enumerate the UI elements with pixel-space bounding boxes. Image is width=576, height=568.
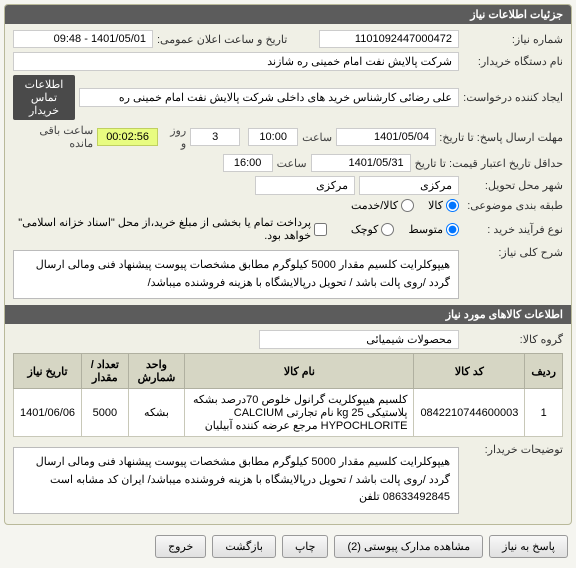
org-value: شرکت پالایش نفت امام خمینی ره شازند [13, 52, 459, 71]
hdr-unit: واحد شمارش [128, 354, 185, 389]
hdr-date: تاریخ نیاز [14, 354, 82, 389]
answer-button[interactable]: پاسخ به نیاز [489, 535, 568, 558]
hdr-idx: ردیف [525, 354, 563, 389]
days-remaining-value: 3 [190, 128, 240, 146]
roz-va-text: روز و [162, 124, 186, 150]
bp-mid-label: متوسط [408, 223, 443, 236]
cell-code: 0842210744600003 [414, 389, 525, 437]
deliver-city-2: مرکزی [255, 176, 355, 195]
bp-small-radio[interactable]: کوچک [351, 223, 395, 236]
overview-label: شرح کلی نیاز: [463, 246, 563, 259]
group-value: محصولات شیمیائی [259, 330, 459, 349]
validity-label: حداقل تاریخ اعتبار قیمت: تا تاریخ [415, 157, 563, 170]
table-row: 1 0842210744600003 کلسیم هیپوکلریت گرانو… [14, 389, 563, 437]
group-label: گروه کالا: [463, 333, 563, 346]
classify-label: طبقه بندی موضوعی: [463, 199, 563, 212]
validity-date-value: 1401/05/31 [311, 154, 411, 172]
deliver-city-label: شهر محل تحویل: [463, 179, 563, 192]
buy-process-label: نوع فرآیند خرید : [463, 223, 563, 236]
bp-small-input[interactable] [381, 223, 394, 236]
bp-mid-radio[interactable]: متوسط [408, 223, 459, 236]
deadline-label: مهلت ارسال پاسخ: تا تاریخ: [440, 131, 563, 144]
saat-label-2: ساعت [277, 157, 307, 170]
treasury-checkbox-input[interactable] [314, 223, 327, 236]
saat-label-1: ساعت [302, 131, 332, 144]
cell-qty: 5000 [82, 389, 129, 437]
buyer-notes-text: هیپوکلرایت کلسیم مقدار 5000 کیلوگرم مطاب… [13, 447, 459, 514]
cell-date: 1401/06/06 [14, 389, 82, 437]
class-goods-label: کالا [428, 199, 443, 212]
class-goods-input[interactable] [446, 199, 459, 212]
bp-small-label: کوچک [351, 223, 379, 236]
cell-name: کلسیم هیپوکلریت گرانول خلوص 70درصد بشکه … [185, 389, 414, 437]
org-label: نام دستگاه خریدار: [463, 55, 563, 68]
close-button[interactable]: خروج [155, 535, 206, 558]
countdown-timer: 00:02:56 [97, 128, 158, 146]
need-no-value: 1101092447000472 [319, 30, 459, 48]
treasury-checkbox[interactable]: پرداخت تمام یا بخشی از مبلغ خرید،از محل … [13, 216, 327, 242]
print-button[interactable]: چاپ [282, 535, 329, 558]
class-goods-radio[interactable]: کالا [428, 199, 459, 212]
classify-radio-group: کالا کالا/خدمت [351, 199, 459, 212]
treasury-note: پرداخت تمام یا بخشی از مبلغ خرید،از محل … [13, 216, 311, 242]
announce-value: 1401/05/01 - 09:48 [13, 30, 153, 48]
buy-process-radio-group: متوسط کوچک [351, 223, 459, 236]
cell-idx: 1 [525, 389, 563, 437]
hdr-name: نام کالا [185, 354, 414, 389]
goods-info-title: اطلاعات کالاهای مورد نیاز [5, 305, 571, 324]
validity-time-value: 16:00 [223, 154, 273, 172]
deadline-date-value: 1401/05/04 [336, 128, 436, 146]
view-docs-button[interactable]: مشاهده مدارک پیوستی (2) [334, 535, 483, 558]
requester-value: علی رضائی کارشناس خرید های داخلی شرکت پا… [79, 88, 459, 107]
deadline-time-value: 10:00 [248, 128, 298, 146]
announce-label: تاریخ و ساعت اعلان عمومی: [157, 33, 287, 46]
deliver-city-1: مرکزی [359, 176, 459, 195]
hdr-code: کد کالا [414, 354, 525, 389]
back-button[interactable]: بازگشت [212, 535, 276, 558]
bp-mid-input[interactable] [446, 223, 459, 236]
need-details-panel: جزئیات اطلاعات نیاز شماره نیاز: 11010924… [4, 4, 572, 525]
table-header-row: ردیف کد کالا نام کالا واحد شمارش تعداد /… [14, 354, 563, 389]
class-service-radio[interactable]: کالا/خدمت [351, 199, 414, 212]
class-service-input[interactable] [401, 199, 414, 212]
buyer-notes-label: توضیحات خریدار: [463, 443, 563, 456]
hdr-qty: تعداد / مقدار [82, 354, 129, 389]
footer-buttons: پاسخ به نیاز مشاهده مدارک پیوستی (2) چاپ… [4, 529, 572, 564]
overview-text: هیپوکلرایت کلسیم مقدار 5000 کیلوگرم مطاب… [13, 250, 459, 299]
need-details-title: جزئیات اطلاعات نیاز [5, 5, 571, 24]
cell-unit: بشکه [128, 389, 185, 437]
class-service-label: کالا/خدمت [351, 199, 398, 212]
requester-label: ایجاد کننده درخواست: [463, 91, 563, 104]
goods-table: ردیف کد کالا نام کالا واحد شمارش تعداد /… [13, 353, 563, 437]
need-no-label: شماره نیاز: [463, 33, 563, 46]
contact-buyer-button[interactable]: اطلاعات تماس خریدار [13, 75, 75, 120]
remain-text: ساعت باقی مانده [13, 124, 93, 150]
